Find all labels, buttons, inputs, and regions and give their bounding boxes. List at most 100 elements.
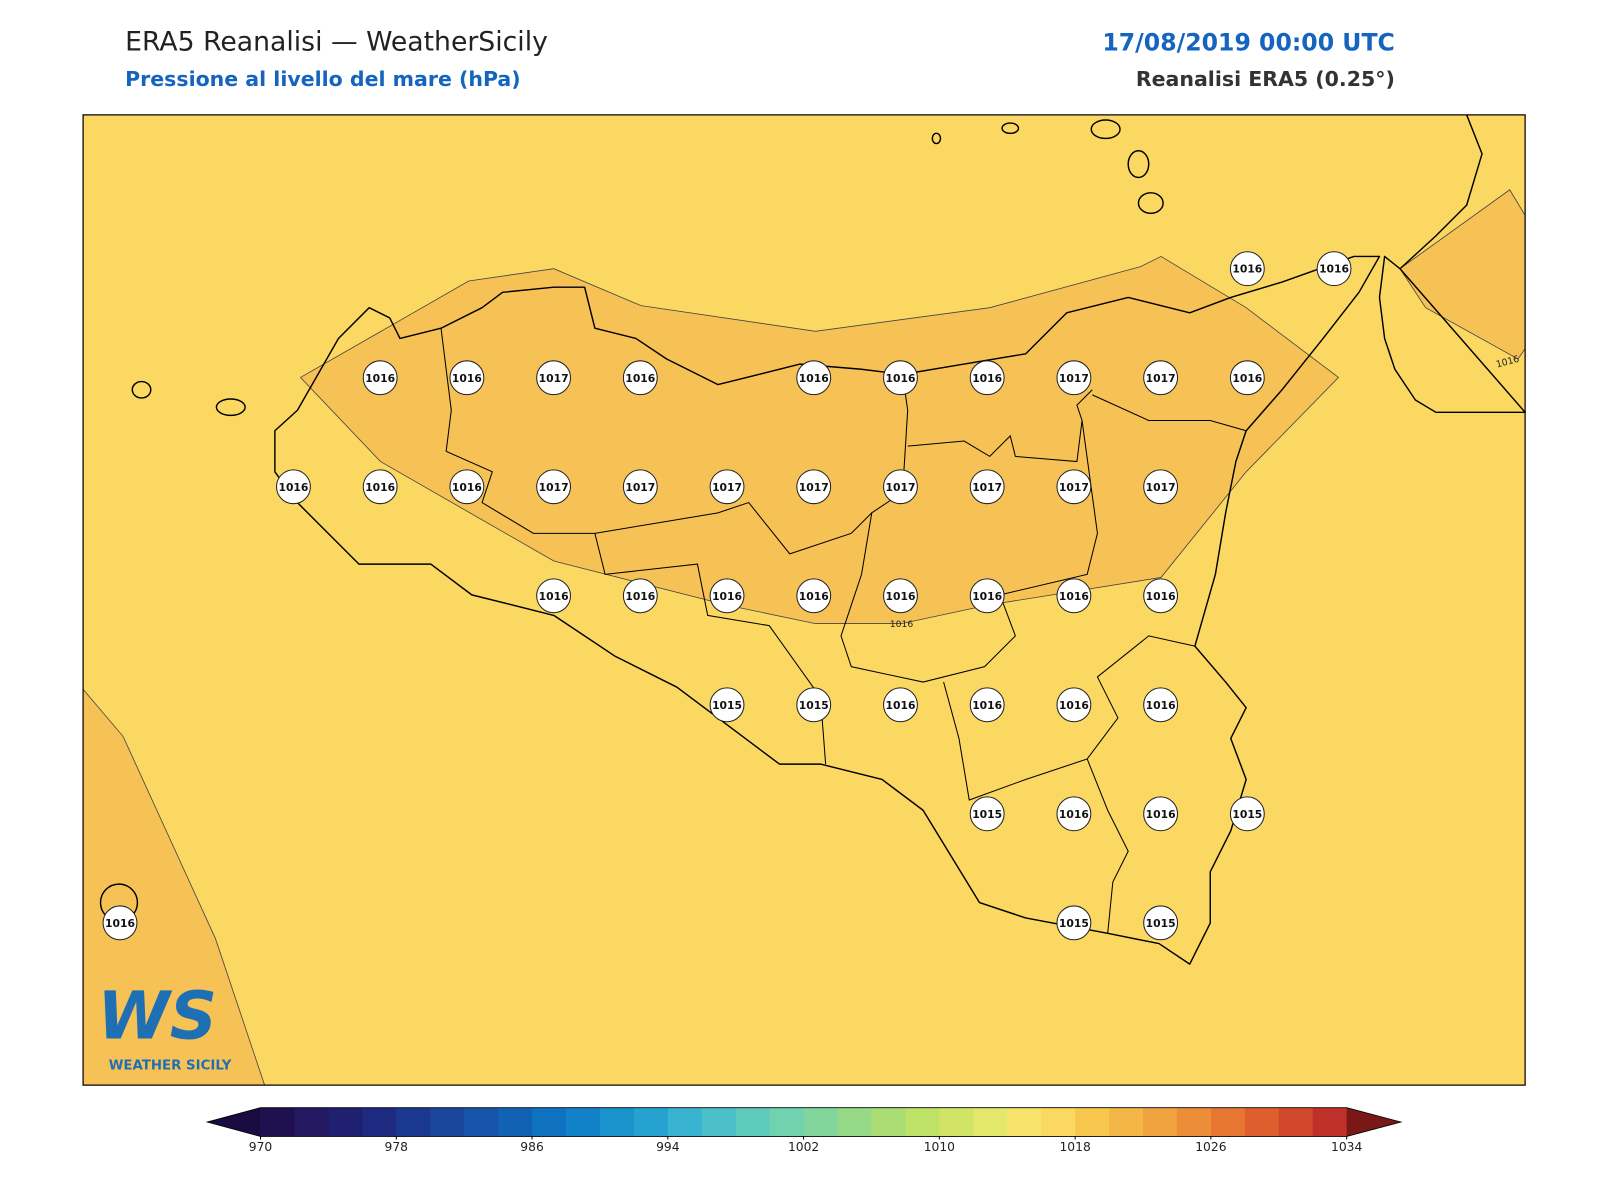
colorbar-tick-label: 986 xyxy=(520,1140,544,1154)
station: 1016 xyxy=(1143,687,1179,723)
colorbar-extend-high xyxy=(1346,1107,1402,1137)
province-border xyxy=(907,420,1083,463)
colorbar-bin xyxy=(1143,1107,1178,1137)
station-value: 1016 xyxy=(886,699,916,712)
station-marker xyxy=(1143,796,1179,832)
station-marker xyxy=(1056,687,1092,723)
station-marker xyxy=(883,687,918,723)
station: 1016 xyxy=(796,578,832,614)
stations: 1016 1016 1016 1016 1017 1016 1016 1016 1016 1017… xyxy=(102,251,1352,941)
station-value: 1017 xyxy=(539,372,569,385)
station-value: 1016 xyxy=(539,590,569,603)
station: 1016 xyxy=(276,469,311,505)
station: 1015 xyxy=(1143,905,1179,941)
station-marker xyxy=(1229,251,1265,287)
colorbar-extend-low xyxy=(207,1107,261,1137)
station: 1016 xyxy=(796,360,832,396)
station-value: 1017 xyxy=(972,481,1002,494)
colorbar-bin xyxy=(1244,1107,1280,1137)
station-marker xyxy=(622,469,658,505)
island xyxy=(1137,192,1164,215)
station-value: 1016 xyxy=(1319,263,1349,276)
station-value: 1015 xyxy=(1232,808,1262,821)
station-marker xyxy=(536,578,572,614)
station-value: 1016 xyxy=(1146,590,1176,603)
station-value: 1016 xyxy=(1059,808,1089,821)
colorbar-tick-label: 1034 xyxy=(1331,1140,1362,1154)
colorbar-bin xyxy=(1075,1107,1110,1137)
colorbar: 970 978 986 994 1002 1010 1018 1026 1034 xyxy=(205,1107,1403,1154)
station-value: 1017 xyxy=(1146,481,1176,494)
colorbar-bin xyxy=(633,1107,669,1137)
station: 1017 xyxy=(1143,360,1179,396)
station-value: 1016 xyxy=(625,372,655,385)
colorbar-bin xyxy=(735,1107,771,1137)
station-marker xyxy=(883,360,918,396)
island xyxy=(931,132,942,145)
station-marker xyxy=(1143,578,1179,614)
station: 1016 xyxy=(969,578,1005,614)
station: 1016 xyxy=(1316,251,1352,287)
colorbar-bin xyxy=(939,1107,974,1137)
colorbar-bin xyxy=(1007,1107,1042,1137)
station-value: 1017 xyxy=(712,481,742,494)
station-value: 1016 xyxy=(452,372,482,385)
station-value: 1016 xyxy=(365,372,395,385)
date: 17/08/2019 00:00 UTC xyxy=(1102,29,1394,57)
colorbar-bin xyxy=(396,1107,431,1137)
station: 1017 xyxy=(883,469,918,505)
station-marker xyxy=(1056,905,1092,941)
station-value: 1016 xyxy=(1146,808,1176,821)
station: 1016 xyxy=(1056,796,1092,832)
station: 1016 xyxy=(362,469,398,505)
station-value: 1016 xyxy=(1232,263,1262,276)
station-value: 1016 xyxy=(712,590,742,603)
colorbar-bin xyxy=(905,1107,940,1137)
station: 1016 xyxy=(622,578,658,614)
station: 1017 xyxy=(709,469,745,505)
station-value: 1016 xyxy=(972,372,1002,385)
station: 1016 xyxy=(1229,360,1265,396)
station-value: 1016 xyxy=(1146,699,1176,712)
colorbar-bin xyxy=(1278,1107,1314,1137)
station: 1016 xyxy=(709,578,745,614)
station: 1016 xyxy=(622,360,658,396)
colorbar-tick-label: 1026 xyxy=(1195,1140,1226,1154)
station-value: 1015 xyxy=(712,699,742,712)
station-value: 1016 xyxy=(886,372,916,385)
station-marker xyxy=(449,469,485,505)
station-marker xyxy=(709,578,745,614)
colorbar-bin xyxy=(599,1107,635,1137)
station-value: 1017 xyxy=(886,481,916,494)
colorbar-bin xyxy=(1041,1107,1076,1137)
subtitle: Pressione al livello del mare (hPa) xyxy=(125,67,521,91)
station: 1016 xyxy=(102,905,138,941)
station-value: 1016 xyxy=(1059,699,1089,712)
station-marker xyxy=(1056,578,1092,614)
station-marker xyxy=(969,796,1005,832)
colorbar-bin xyxy=(667,1107,703,1137)
island xyxy=(215,398,246,417)
station: 1015 xyxy=(796,687,832,723)
station: 1015 xyxy=(1056,905,1092,941)
colorbar-tick-label: 978 xyxy=(385,1140,408,1154)
station-marker xyxy=(102,905,138,941)
station-marker xyxy=(1056,469,1092,505)
station-value: 1015 xyxy=(1059,917,1089,930)
station-marker xyxy=(796,687,832,723)
station-marker xyxy=(883,578,918,614)
station: 1017 xyxy=(622,469,658,505)
colorbar-tick-label: 970 xyxy=(249,1140,272,1154)
station: 1016 xyxy=(1143,578,1179,614)
station-marker xyxy=(796,578,832,614)
station: 1015 xyxy=(1229,796,1265,832)
map-frame xyxy=(82,114,1526,1086)
source: Reanalisi ERA5 (0.25°) xyxy=(1136,67,1395,91)
station-value: 1016 xyxy=(799,590,829,603)
logo-mark: WS xyxy=(97,979,217,1055)
station: 1016 xyxy=(883,360,918,396)
station-value: 1016 xyxy=(972,590,1002,603)
